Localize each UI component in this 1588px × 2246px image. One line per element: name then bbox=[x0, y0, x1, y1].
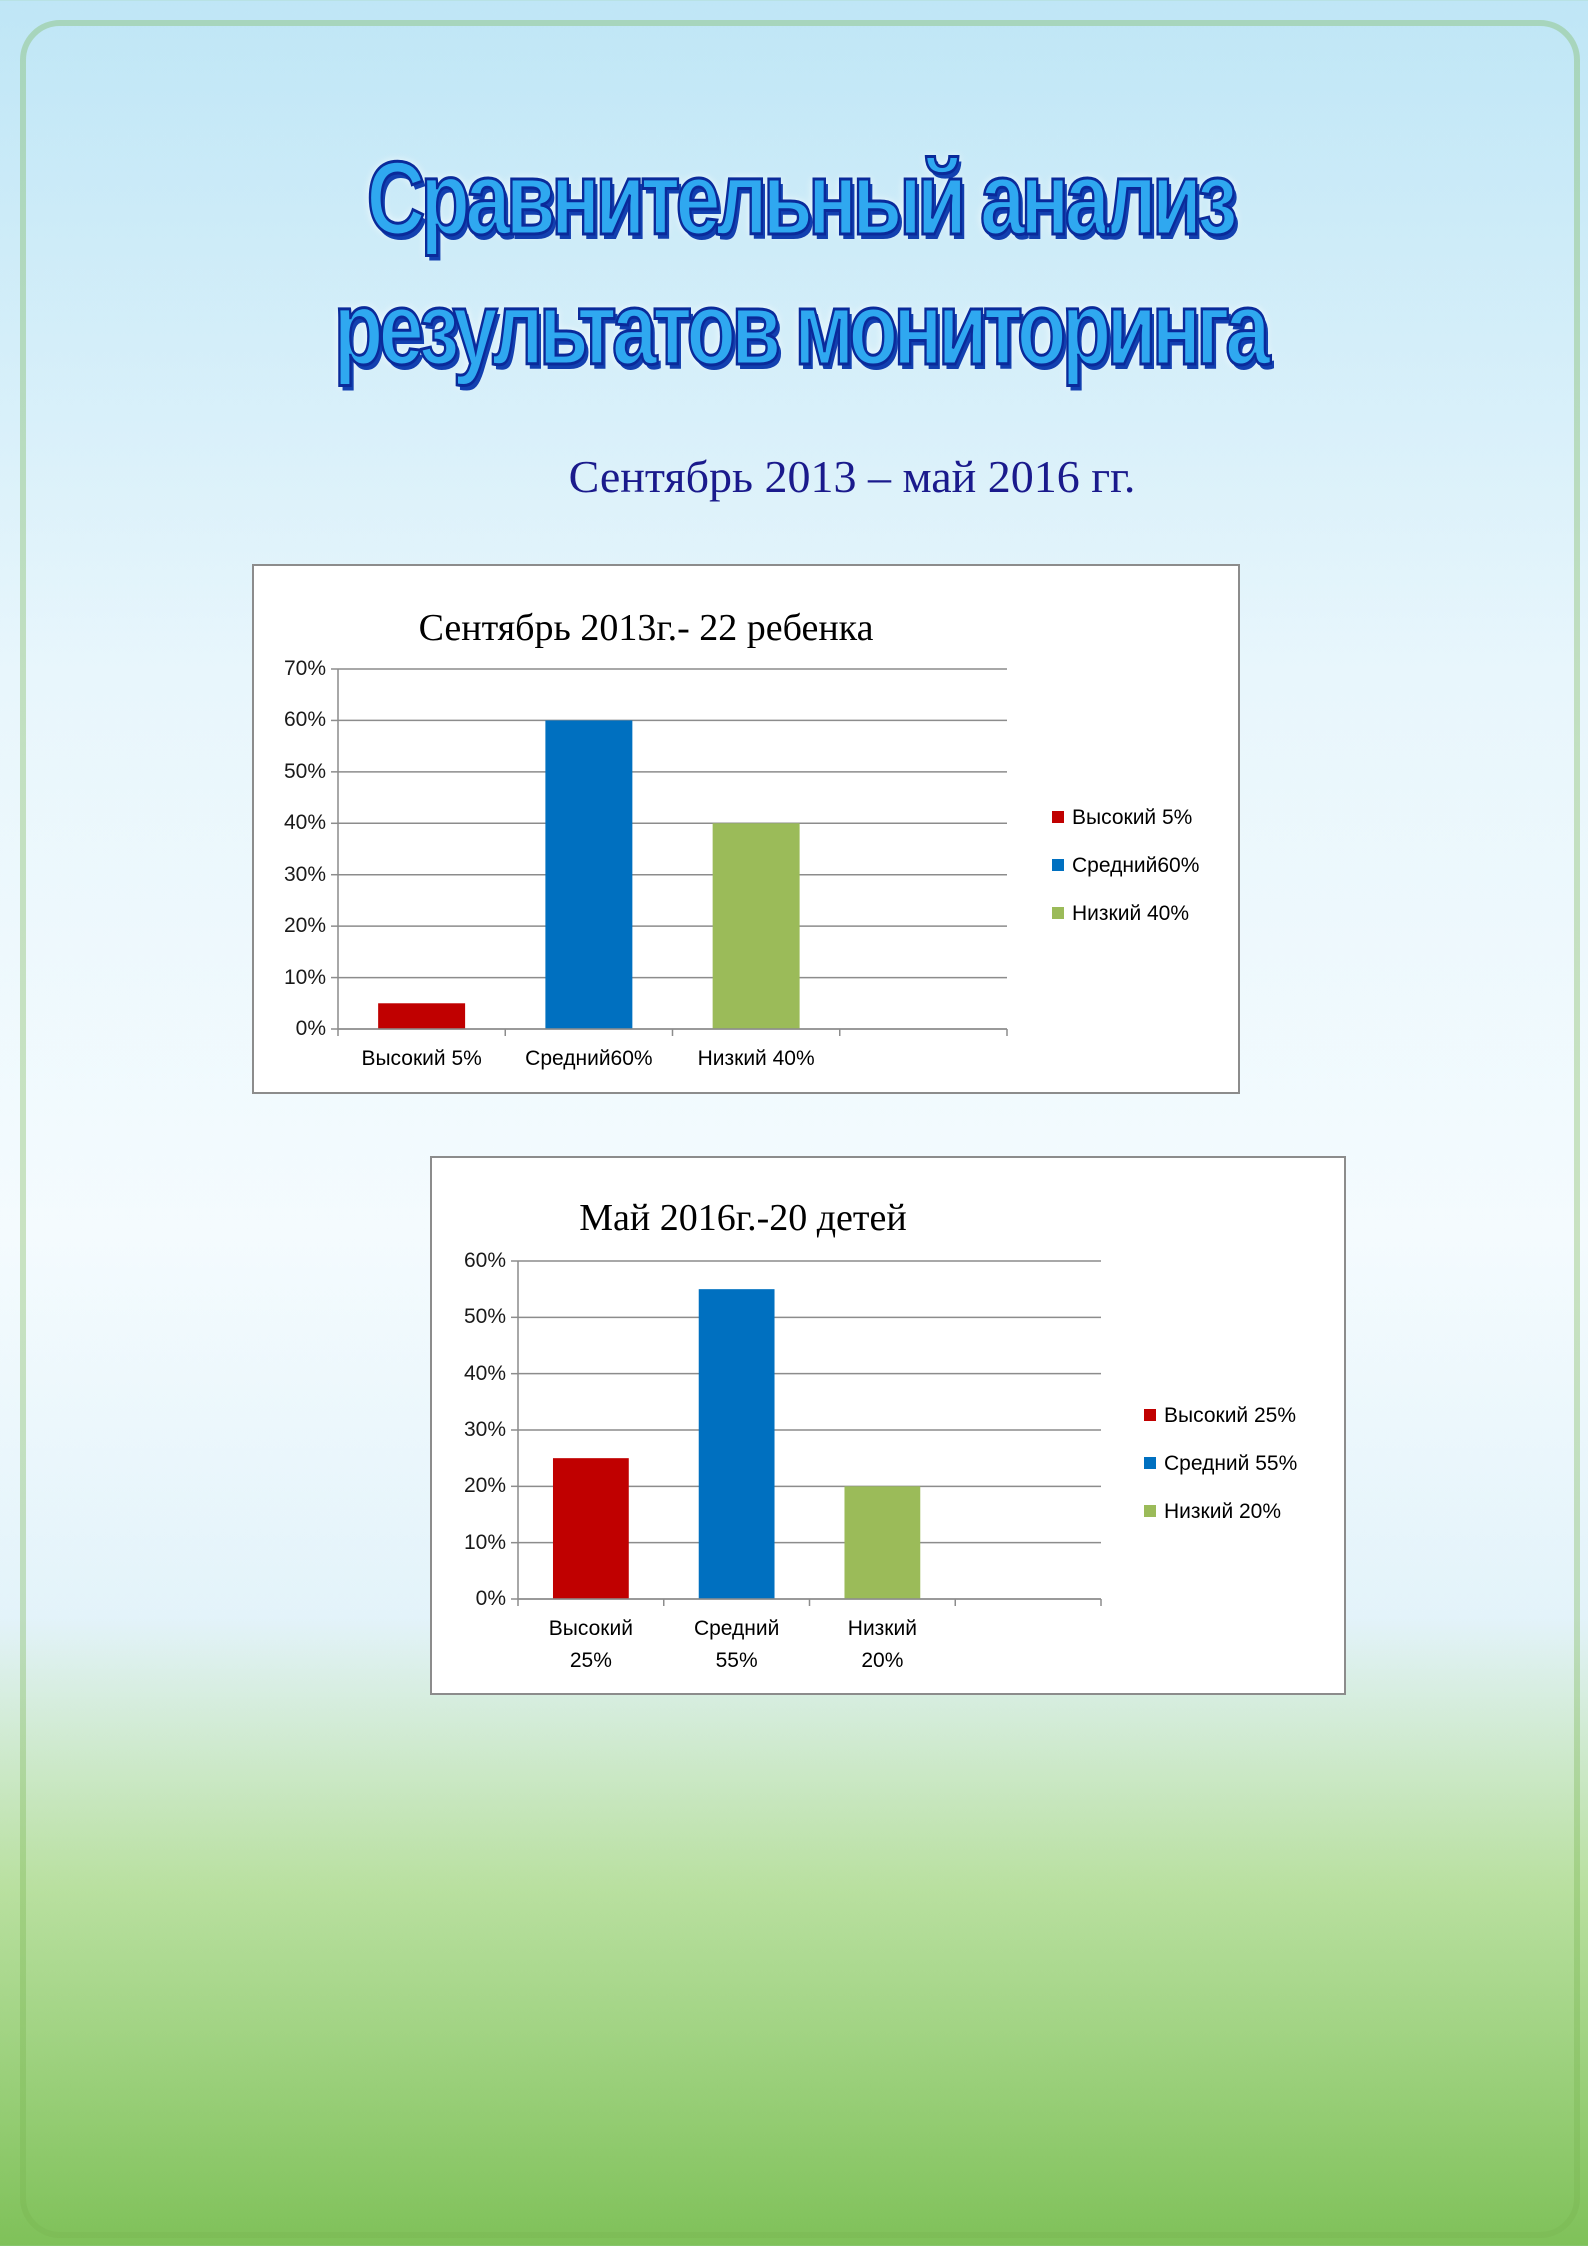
x-tick-label: Средний 55% bbox=[682, 1613, 792, 1677]
y-tick-label: 10% bbox=[464, 1531, 506, 1555]
page-title: Сравнительный анализ bbox=[180, 140, 1419, 259]
legend-item: Низкий 40% bbox=[1052, 902, 1189, 926]
chart-card: Сентябрь 2013г.- 22 ребенка 0% 10% 20% 30% 40… bbox=[252, 564, 1240, 1094]
bar bbox=[699, 1289, 775, 1599]
legend-label: Средний60% bbox=[1072, 854, 1199, 877]
legend-item: Средний60% bbox=[1052, 854, 1199, 878]
bar bbox=[844, 1486, 920, 1599]
page-title: результатов мониторинга bbox=[180, 270, 1419, 389]
y-tick-label: 0% bbox=[476, 1587, 506, 1611]
y-tick-label: 50% bbox=[464, 1305, 506, 1329]
y-tick-label: 0% bbox=[296, 1017, 326, 1041]
x-tick-label: Низкий 40% bbox=[698, 1043, 815, 1075]
legend-swatch bbox=[1144, 1505, 1156, 1517]
y-tick-label: 70% bbox=[284, 657, 326, 681]
legend-swatch bbox=[1144, 1457, 1156, 1469]
legend-swatch bbox=[1052, 907, 1064, 919]
page-body: {"title": ["Сравнительный анализ", "резу… bbox=[0, 0, 1588, 2246]
bar bbox=[378, 1003, 465, 1029]
x-tick-label: Низкий 20% bbox=[827, 1613, 937, 1677]
chart-title: Май 2016г.-20 детей bbox=[579, 1196, 906, 1240]
legend-item: Высокий 25% bbox=[1144, 1404, 1296, 1428]
page: Сравнительный анализ html, body { margin… bbox=[0, 0, 1588, 2246]
x-tick-label: Высокий 5% bbox=[361, 1043, 481, 1075]
legend-item: Средний 55% bbox=[1144, 1452, 1297, 1476]
chart-title: Сентябрь 2013г.- 22 ребенка bbox=[419, 606, 874, 650]
legend-swatch bbox=[1144, 1409, 1156, 1421]
y-tick-label: 10% bbox=[284, 966, 326, 990]
bar bbox=[545, 720, 632, 1029]
chart-card: Май 2016г.-20 детей 0% 10% 20% 30% 40% 50% 60% В… bbox=[430, 1156, 1346, 1695]
legend-label: Высокий 5% bbox=[1072, 806, 1192, 829]
legend-swatch bbox=[1052, 811, 1064, 823]
y-tick-label: 20% bbox=[464, 1474, 506, 1498]
bar bbox=[713, 823, 800, 1029]
legend-item: Высокий 5% bbox=[1052, 806, 1192, 830]
legend-swatch bbox=[1052, 859, 1064, 871]
y-tick-label: 60% bbox=[284, 708, 326, 732]
y-tick-label: 40% bbox=[464, 1362, 506, 1386]
legend-label: Высокий 25% bbox=[1164, 1404, 1296, 1427]
y-tick-label: 30% bbox=[284, 863, 326, 887]
bar bbox=[553, 1458, 629, 1599]
legend-label: Низкий 40% bbox=[1072, 902, 1189, 925]
y-tick-label: 30% bbox=[464, 1418, 506, 1442]
x-tick-label: Средний60% bbox=[525, 1043, 652, 1075]
legend-label: Средний 55% bbox=[1164, 1452, 1297, 1475]
y-tick-label: 60% bbox=[464, 1249, 506, 1273]
page-subtitle: Сентябрь 2013 – май 2016 гг. bbox=[0, 450, 1588, 503]
legend-item: Низкий 20% bbox=[1144, 1500, 1281, 1524]
x-tick-label: Высокий 25% bbox=[536, 1613, 646, 1677]
y-tick-label: 40% bbox=[284, 811, 326, 835]
legend-label: Низкий 20% bbox=[1164, 1500, 1281, 1523]
y-tick-label: 50% bbox=[284, 760, 326, 784]
y-tick-label: 20% bbox=[284, 914, 326, 938]
